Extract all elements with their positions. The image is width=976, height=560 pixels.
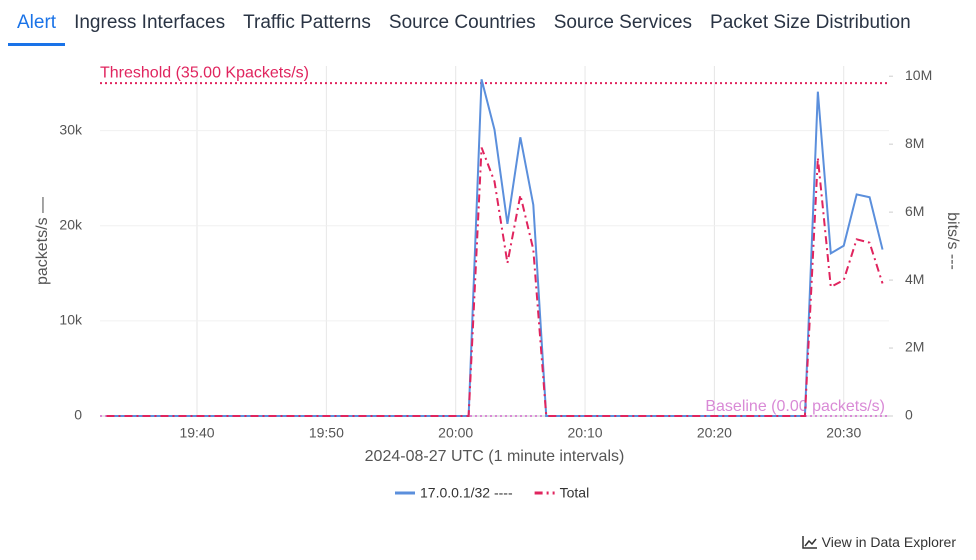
tab[interactable]: Ingress Interfaces bbox=[74, 12, 226, 33]
data-explorer-link[interactable]: View in Data Explorer bbox=[801, 534, 956, 550]
legend-label: 17.0.0.1/32 ---- bbox=[420, 485, 513, 501]
x-tick-label: 20:10 bbox=[568, 425, 603, 441]
x-tick-label: 19:40 bbox=[179, 425, 214, 441]
baseline-label: Baseline (0.00 packets/s) bbox=[705, 398, 885, 415]
chart: 19:40 19:50 20:00 20:10 20:20 20:30 0 10k 20k 30k… bbox=[34, 64, 961, 501]
y-tick-label: 30k bbox=[59, 121, 83, 137]
x-axis-title: 2024-08-27 UTC (1 minute intervals) bbox=[365, 448, 625, 465]
tab-bar: Alert Ingress Interfaces Traffic Patterns S… bbox=[0, 0, 976, 50]
y2-axis-title: bits/s --- bbox=[944, 212, 961, 270]
tab[interactable]: Alert bbox=[8, 0, 66, 46]
y2-tick-label: 6M bbox=[905, 203, 924, 219]
explorer-icon bbox=[801, 536, 817, 549]
y2-tick-label: 8M bbox=[905, 135, 924, 151]
y-tick-label: 20k bbox=[59, 216, 83, 232]
y-tick-label: 10k bbox=[59, 312, 83, 328]
threshold-label: Threshold (35.00 Kpackets/s) bbox=[100, 64, 309, 81]
y2-tick-label: 4M bbox=[905, 271, 924, 287]
tab[interactable]: Traffic Patterns bbox=[243, 12, 371, 33]
x-tick-label: 20:00 bbox=[438, 425, 473, 441]
legend-label: Total bbox=[560, 485, 590, 501]
link-text[interactable]: View in Data Explorer bbox=[821, 534, 956, 550]
series-line bbox=[106, 147, 884, 417]
y2-tick-label: 0 bbox=[905, 407, 913, 423]
y-tick-label: 0 bbox=[74, 407, 82, 423]
series-line bbox=[106, 79, 884, 417]
tab[interactable]: Source Countries bbox=[388, 12, 536, 33]
tab[interactable]: Packet Size Distribution bbox=[710, 12, 911, 33]
tab[interactable]: Source Services bbox=[553, 12, 693, 33]
y2-tick-label: 2M bbox=[905, 339, 924, 355]
y-axis-title: packets/s — bbox=[34, 197, 51, 285]
y2-tick-label: 10M bbox=[905, 67, 932, 83]
x-tick-label: 20:30 bbox=[826, 425, 861, 441]
x-tick-label: 20:20 bbox=[697, 425, 732, 441]
x-tick-label: 19:50 bbox=[309, 425, 344, 441]
